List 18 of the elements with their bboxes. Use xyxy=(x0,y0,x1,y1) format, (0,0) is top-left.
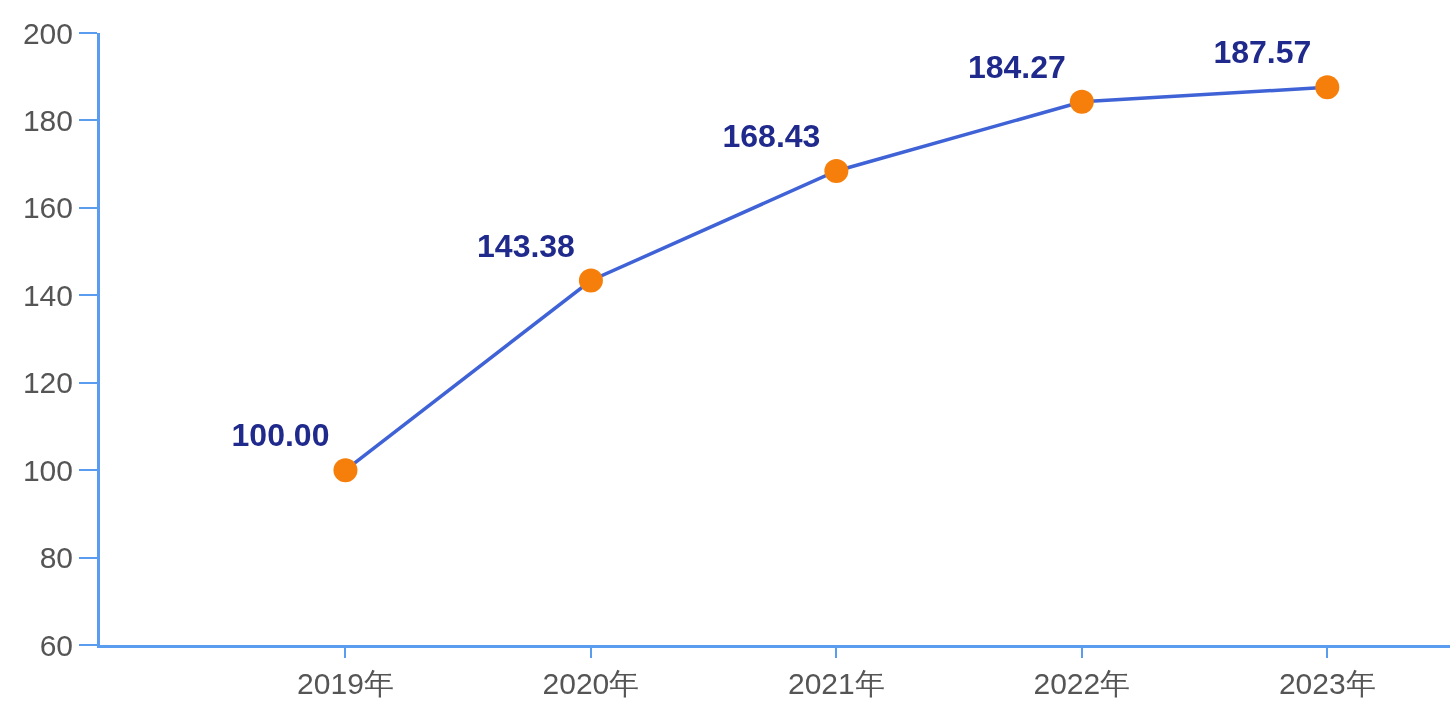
data-label: 184.27 xyxy=(967,48,1066,85)
x-tick-label: 2021年 xyxy=(787,667,885,700)
y-tick-label: 80 xyxy=(39,541,73,575)
x-tick-label: 2020年 xyxy=(542,667,640,700)
y-tick-label: 200 xyxy=(22,16,73,50)
x-tick-label: 2019年 xyxy=(297,667,394,700)
data-label: 143.38 xyxy=(477,227,575,264)
y-tick-label: 180 xyxy=(22,103,73,137)
data-label: 100.00 xyxy=(231,417,330,454)
x-tick-label: 2022年 xyxy=(1033,667,1131,700)
data-label: 187.57 xyxy=(1213,34,1312,71)
y-tick-label: 100 xyxy=(22,453,73,487)
y-tick-label: 60 xyxy=(39,628,73,662)
y-tick-label: 140 xyxy=(22,278,73,312)
x-tick-label: 2023年 xyxy=(1278,667,1376,700)
y-tick-label: 120 xyxy=(22,366,73,400)
y-tick-label: 160 xyxy=(22,191,73,225)
data-label: 168.43 xyxy=(722,118,821,155)
